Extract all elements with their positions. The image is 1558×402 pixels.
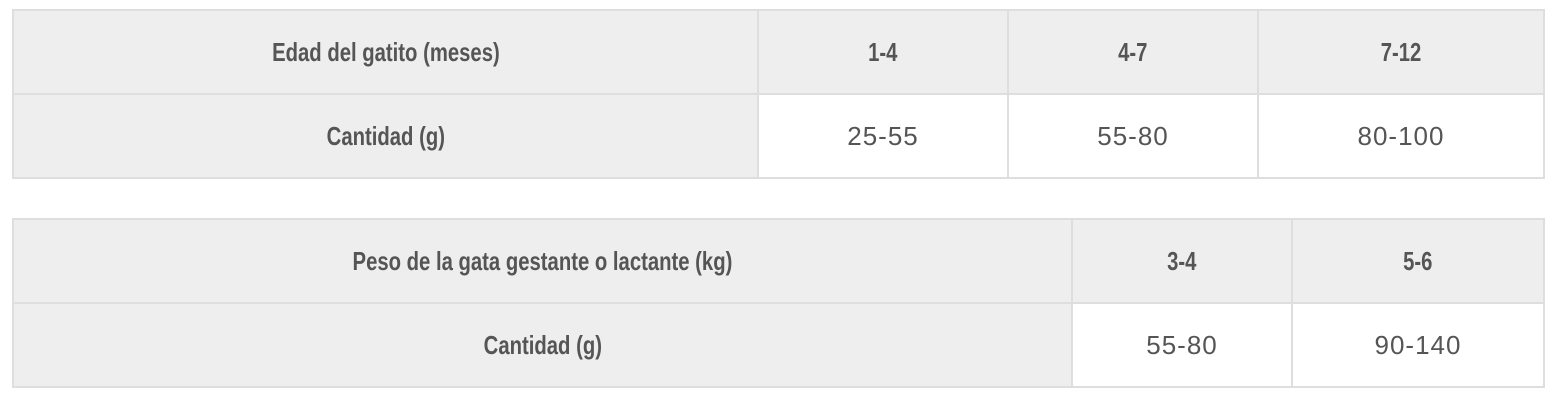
- header-cell: 4-7: [1007, 9, 1259, 95]
- row-label: Cantidad (g): [12, 93, 759, 179]
- value-cell: 90-140: [1291, 302, 1545, 388]
- value-cell: 55-80: [1071, 302, 1293, 388]
- header-cell: 1-4: [757, 9, 1009, 95]
- table-header-row: Peso de la gata gestante o lactante (kg)…: [12, 218, 1545, 304]
- mother-feeding-table: Peso de la gata gestante o lactante (kg)…: [12, 218, 1545, 388]
- header-cell: Edad del gatito (meses): [12, 9, 759, 95]
- table-row: Cantidad (g) 55-80 90-140: [12, 302, 1545, 388]
- kitten-feeding-table: Edad del gatito (meses) 1-4 4-7 7-12 Can…: [12, 9, 1545, 179]
- header-cell: 7-12: [1257, 9, 1545, 95]
- row-label: Cantidad (g): [12, 302, 1073, 388]
- table-row: Cantidad (g) 25-55 55-80 80-100: [12, 93, 1545, 179]
- table-header-row: Edad del gatito (meses) 1-4 4-7 7-12: [12, 9, 1545, 95]
- header-cell: 5-6: [1291, 218, 1545, 304]
- value-cell: 80-100: [1257, 93, 1545, 179]
- header-cell: 3-4: [1071, 218, 1293, 304]
- value-cell: 55-80: [1007, 93, 1259, 179]
- value-cell: 25-55: [757, 93, 1009, 179]
- header-cell: Peso de la gata gestante o lactante (kg): [12, 218, 1073, 304]
